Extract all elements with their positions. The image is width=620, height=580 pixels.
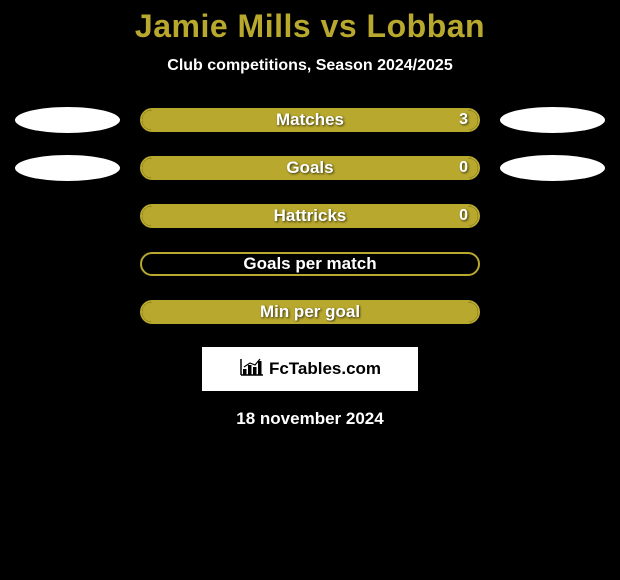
stat-value: 0 — [459, 206, 468, 226]
stat-bar: Min per goal — [140, 300, 480, 324]
subtitle: Club competitions, Season 2024/2025 — [0, 57, 620, 75]
stat-bar: Goals0 — [140, 156, 480, 180]
logo-text: FcTables.com — [269, 359, 381, 379]
spacer — [15, 299, 120, 325]
spacer — [15, 251, 120, 277]
stat-value: 3 — [459, 110, 468, 130]
comparison-infographic: Jamie Mills vs Lobban Club competitions,… — [0, 0, 620, 429]
stat-value: 0 — [459, 158, 468, 178]
stat-bar: Hattricks0 — [140, 204, 480, 228]
stat-label: Min per goal — [142, 302, 478, 322]
stat-label: Matches — [142, 110, 478, 130]
player-marker-left — [15, 107, 120, 133]
spacer — [500, 299, 605, 325]
stat-row: Goals0 — [0, 155, 620, 181]
stat-row: Hattricks0 — [0, 203, 620, 229]
stat-row: Min per goal — [0, 299, 620, 325]
spacer — [500, 203, 605, 229]
spacer — [15, 203, 120, 229]
stat-label: Goals per match — [142, 254, 478, 274]
stat-bar: Goals per match — [140, 252, 480, 276]
date-line: 18 november 2024 — [0, 409, 620, 429]
stat-label: Hattricks — [142, 206, 478, 226]
player-marker-left — [15, 155, 120, 181]
page-title: Jamie Mills vs Lobban — [0, 8, 620, 45]
player-marker-right — [500, 155, 605, 181]
stat-bar: Matches3 — [140, 108, 480, 132]
stat-row: Goals per match — [0, 251, 620, 277]
stat-label: Goals — [142, 158, 478, 178]
stat-rows: Matches3Goals0Hattricks0Goals per matchM… — [0, 107, 620, 325]
spacer — [500, 251, 605, 277]
player-marker-right — [500, 107, 605, 133]
bar-chart-icon — [239, 357, 265, 382]
stat-row: Matches3 — [0, 107, 620, 133]
logo-box: FcTables.com — [202, 347, 418, 391]
